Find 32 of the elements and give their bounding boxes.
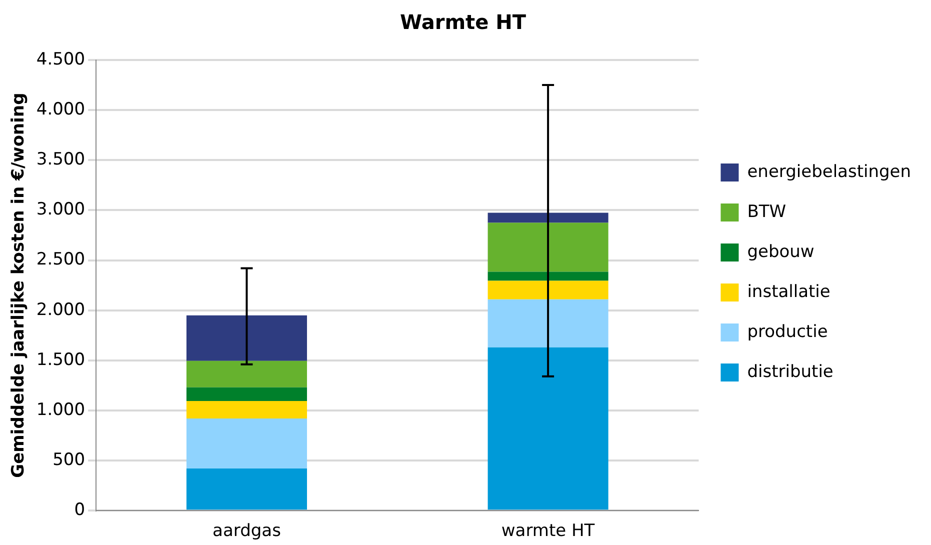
bar [186, 315, 307, 361]
bar [488, 212, 608, 223]
y-tick-label: 2.500 [36, 250, 86, 270]
y-tick-label: 3.500 [36, 150, 86, 170]
legend-label: gebouw [747, 242, 814, 262]
y-tick-label: 4.500 [36, 49, 86, 70]
legend-label: installatie [747, 282, 830, 302]
bar [488, 222, 608, 272]
y-axis-title: Gemiddelde jaarlijke kosten in €/woning [8, 92, 29, 478]
bar [186, 360, 307, 388]
x-tick-label: warmte HT [501, 521, 596, 542]
legend-label: BTW [747, 202, 786, 222]
y-tick-label: 3.000 [36, 200, 86, 220]
y-tick-label: 500 [52, 450, 86, 470]
legend-label: distributie [747, 362, 834, 382]
y-tick-label: 1.000 [36, 400, 86, 420]
bar [488, 280, 608, 300]
y-tick-label: 2.000 [36, 300, 86, 320]
bar [186, 468, 307, 510]
bar [186, 400, 307, 418]
x-tick-label: aardgas [212, 521, 282, 542]
legend-label: energiebelastingen [747, 162, 912, 182]
bar [186, 418, 307, 469]
bar [186, 387, 307, 401]
chart-title: Warmte HT [400, 10, 526, 34]
bar [488, 299, 608, 348]
y-tick-label: 0 [74, 500, 86, 520]
y-tick-label: 4.000 [36, 99, 86, 120]
y-tick-label: 1.500 [36, 350, 86, 370]
bar [488, 272, 608, 281]
legend-label: productie [747, 322, 828, 342]
bar [488, 347, 608, 510]
